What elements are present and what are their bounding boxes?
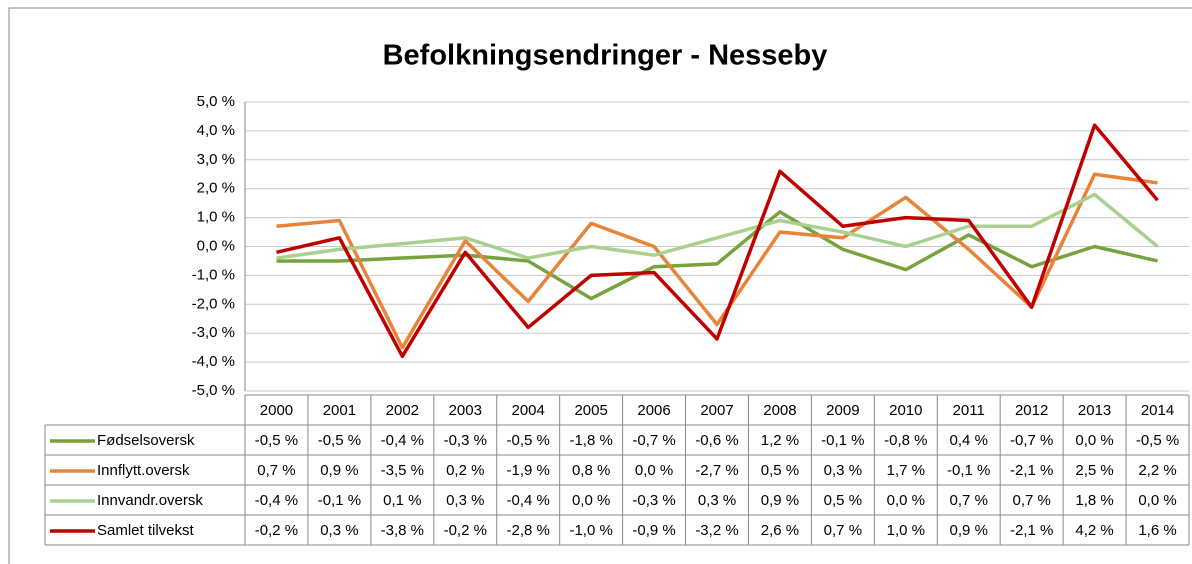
table-cell: 0,7 %	[950, 492, 988, 509]
table-cell: 0,8 %	[572, 462, 610, 479]
table-cell: 1,0 %	[887, 522, 925, 539]
x-tick-label: 2000	[260, 402, 293, 419]
table-cell: 0,0 %	[1075, 432, 1113, 449]
y-tick-label: -4,0 %	[192, 353, 235, 370]
y-tick-label: -2,0 %	[192, 295, 235, 312]
table-cell: -2,8 %	[507, 522, 550, 539]
table-cell: 2,2 %	[1138, 462, 1176, 479]
table-cell: -1,0 %	[569, 522, 612, 539]
table-cell: 0,5 %	[824, 492, 862, 509]
table-cell: -0,4 %	[255, 492, 298, 509]
y-tick-label: -5,0 %	[192, 382, 235, 399]
legend-label: Innvandr.oversk	[97, 492, 203, 509]
table-cell: 0,4 %	[950, 432, 988, 449]
table-cell: -0,2 %	[255, 522, 298, 539]
table-cell: -0,5 %	[1136, 432, 1179, 449]
legend-label: Samlet tilvekst	[97, 522, 195, 539]
x-tick-label: 2014	[1141, 402, 1174, 419]
x-tick-label: 2001	[323, 402, 356, 419]
table-cell: -0,2 %	[444, 522, 487, 539]
table-cell: 1,7 %	[887, 462, 925, 479]
table-cell: -0,5 %	[318, 432, 361, 449]
y-tick-label: 2,0 %	[197, 180, 235, 197]
y-tick-label: -3,0 %	[192, 324, 235, 341]
table-cell: 1,2 %	[761, 432, 799, 449]
chart-title: Befolkningsendringer - Nesseby	[383, 40, 828, 72]
table-cell: -0,4 %	[507, 492, 550, 509]
table-cell: -0,8 %	[884, 432, 927, 449]
table-cell: -0,1 %	[947, 462, 990, 479]
table-cell: -3,2 %	[695, 522, 738, 539]
table-cell: 0,0 %	[572, 492, 610, 509]
table-cell: 0,7 %	[824, 522, 862, 539]
y-tick-label: 1,0 %	[197, 209, 235, 226]
x-tick-label: 2004	[512, 402, 545, 419]
x-tick-label: 2005	[574, 402, 607, 419]
y-tick-label: 4,0 %	[197, 122, 235, 139]
series-line	[276, 123, 1159, 359]
table-cell: -2,7 %	[695, 462, 738, 479]
x-tick-label: 2009	[826, 402, 859, 419]
table-cell: -0,7 %	[1010, 432, 1053, 449]
y-tick-label: 3,0 %	[197, 151, 235, 168]
table-cell: 0,0 %	[1138, 492, 1176, 509]
table-cell: 0,5 %	[761, 462, 799, 479]
x-tick-label: 2003	[449, 402, 482, 419]
table-cell: -3,5 %	[381, 462, 424, 479]
series-line	[276, 172, 1158, 350]
table-cell: 0,3 %	[698, 492, 736, 509]
table-cell: 4,2 %	[1075, 522, 1113, 539]
x-tick-label: 2012	[1015, 402, 1048, 419]
table-cell: 0,9 %	[950, 522, 988, 539]
table-cell: 0,3 %	[320, 522, 358, 539]
x-tick-label: 2006	[637, 402, 670, 419]
table-cell: 0,1 %	[383, 492, 421, 509]
y-tick-label: 5,0 %	[197, 93, 235, 110]
table-cell: 2,5 %	[1075, 462, 1113, 479]
y-tick-label: -1,0 %	[192, 266, 235, 283]
table-cell: 0,3 %	[824, 462, 862, 479]
table-cell: 0,0 %	[887, 492, 925, 509]
table-cell: -0,3 %	[444, 432, 487, 449]
table-cell: 0,7 %	[257, 462, 295, 479]
series-line	[276, 192, 1159, 260]
table-cell: -1,9 %	[507, 462, 550, 479]
x-tick-label: 2008	[763, 402, 796, 419]
table-cell: -0,1 %	[318, 492, 361, 509]
x-tick-label: 2002	[386, 402, 419, 419]
table-cell: 0,9 %	[320, 462, 358, 479]
x-tick-label: 2013	[1078, 402, 1111, 419]
table-cell: 1,6 %	[1138, 522, 1176, 539]
table-cell: -0,7 %	[632, 432, 675, 449]
table-cell: -0,9 %	[632, 522, 675, 539]
table-cell: 0,3 %	[446, 492, 484, 509]
table-cell: -0,5 %	[507, 432, 550, 449]
chart-border	[8, 7, 1192, 564]
legend-label: Innflytt.oversk	[97, 462, 190, 479]
table-cell: -0,6 %	[695, 432, 738, 449]
table-cell: -2,1 %	[1010, 522, 1053, 539]
series-line	[276, 210, 1158, 301]
table-cell: 1,8 %	[1075, 492, 1113, 509]
table-cell: -2,1 %	[1010, 462, 1053, 479]
table-cell: -0,1 %	[821, 432, 864, 449]
x-tick-label: 2010	[889, 402, 922, 419]
x-tick-label: 2007	[700, 402, 733, 419]
table-cell: -0,3 %	[632, 492, 675, 509]
table-cell: -3,8 %	[381, 522, 424, 539]
x-tick-label: 2011	[953, 402, 985, 419]
table-cell: 2,6 %	[761, 522, 799, 539]
table-cell: 0,9 %	[761, 492, 799, 509]
table-cell: -0,4 %	[381, 432, 424, 449]
table-cell: 0,2 %	[446, 462, 484, 479]
table-cell: 0,7 %	[1012, 492, 1050, 509]
table-cell: 0,0 %	[635, 462, 673, 479]
legend-label: Fødselsoversk	[97, 432, 195, 449]
table-cell: -0,5 %	[255, 432, 298, 449]
table-cell: -1,8 %	[569, 432, 612, 449]
y-tick-label: 0,0 %	[197, 237, 235, 254]
